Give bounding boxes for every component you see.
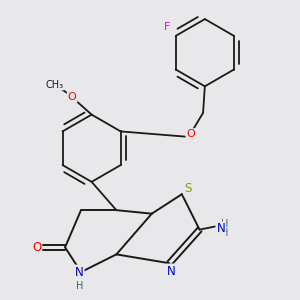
Text: F: F (164, 22, 170, 32)
Text: N: N (216, 222, 225, 236)
Text: H: H (220, 219, 228, 229)
Text: CH₃: CH₃ (45, 80, 64, 89)
Text: O: O (68, 92, 76, 102)
Text: H: H (220, 228, 228, 238)
Text: N: N (167, 265, 176, 278)
Text: O: O (32, 241, 41, 254)
Text: S: S (184, 182, 192, 195)
Text: H: H (76, 280, 83, 290)
Text: N: N (75, 266, 84, 279)
Text: O: O (186, 129, 195, 139)
